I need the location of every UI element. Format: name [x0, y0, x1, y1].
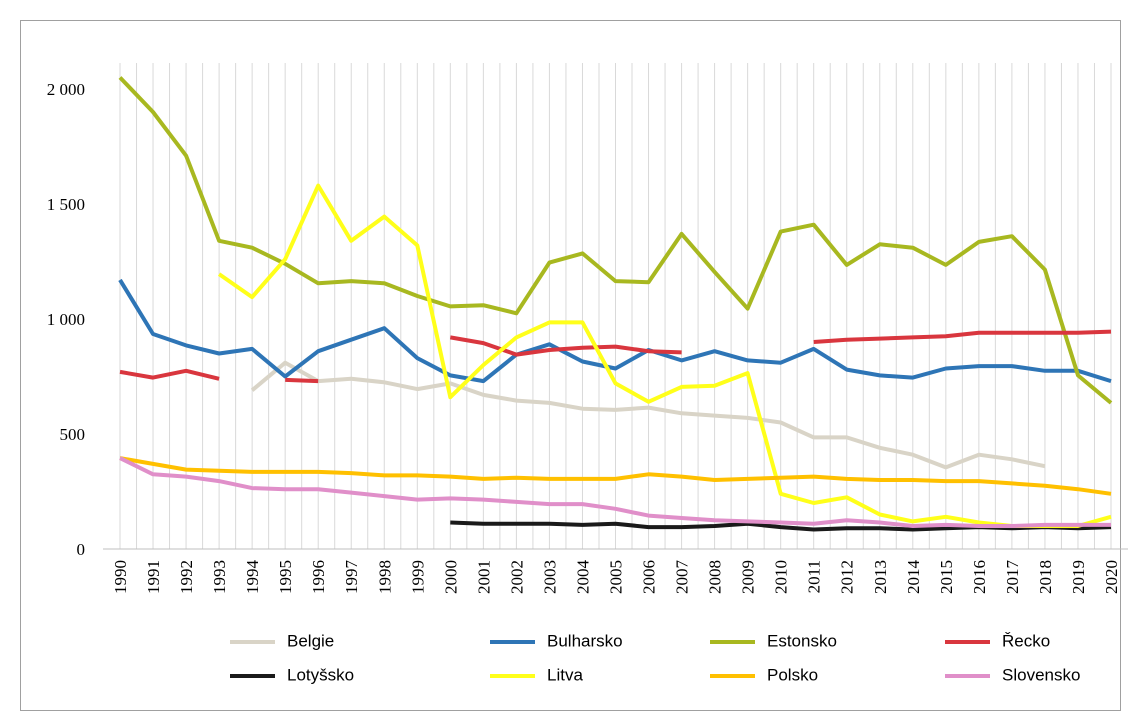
x-tick-label: 2013	[871, 560, 890, 594]
x-tick-label: 1999	[408, 560, 427, 594]
x-tick-label: 2003	[540, 560, 559, 594]
x-tick-label: 2006	[640, 560, 659, 594]
x-tick-label: 2007	[673, 560, 692, 595]
series-line	[119, 329, 1112, 384]
x-tick-label: 2009	[739, 560, 758, 594]
chart-frame	[20, 20, 1121, 711]
x-tick-label: 2015	[937, 560, 956, 594]
x-tick-label: 2001	[474, 560, 493, 594]
y-tick-label: 1 000	[47, 310, 85, 329]
legend-label: Litva	[547, 665, 583, 684]
legend-label: Polsko	[767, 665, 818, 684]
x-tick-label: 2020	[1102, 560, 1121, 594]
x-tick-label: 2004	[573, 560, 592, 595]
x-tick-label: 1993	[210, 560, 229, 594]
y-tick-label: 500	[60, 425, 86, 444]
x-tick-label: 1995	[276, 560, 295, 594]
legend-label: Řecko	[1002, 631, 1050, 650]
series-line	[119, 456, 1112, 496]
series-line	[118, 278, 1112, 384]
series-line	[119, 456, 1111, 528]
x-tick-label: 1998	[375, 560, 394, 594]
x-tick-label: 2019	[1069, 560, 1088, 594]
x-tick-label: 2016	[970, 560, 989, 594]
x-tick-label: 2018	[1036, 560, 1055, 594]
x-tick-label: 2008	[706, 560, 725, 594]
x-tick-label: 2012	[838, 560, 857, 594]
y-tick-label: 2 000	[47, 80, 85, 99]
x-tick-label: 1996	[309, 560, 328, 594]
x-tick-label: 2010	[772, 560, 791, 594]
x-tick-label: 2011	[805, 560, 824, 593]
x-tick-label: 2000	[441, 560, 460, 594]
x-tick-label: 2002	[507, 560, 526, 594]
legend-label: Estonsko	[767, 631, 837, 650]
x-tick-label: 2017	[1003, 560, 1022, 595]
y-tick-label: 1 500	[47, 195, 85, 214]
y-tick-label: 0	[77, 540, 86, 559]
x-tick-label: 2005	[607, 560, 626, 594]
legend-label: Belgie	[287, 631, 334, 650]
x-tick-label: 1991	[144, 560, 163, 594]
x-tick-label: 1997	[342, 560, 361, 595]
x-tick-label: 2014	[904, 560, 923, 595]
series-line	[250, 360, 1046, 470]
x-tick-label: 1992	[177, 560, 196, 594]
legend-label: Lotyšsko	[287, 665, 354, 684]
series-line	[118, 76, 1113, 405]
x-tick-label: 1994	[243, 560, 262, 595]
legend-label: Bulharsko	[547, 631, 623, 650]
legend-label: Slovensko	[1002, 665, 1080, 684]
x-tick-label: 1990	[111, 560, 130, 594]
series-line	[217, 183, 1112, 528]
